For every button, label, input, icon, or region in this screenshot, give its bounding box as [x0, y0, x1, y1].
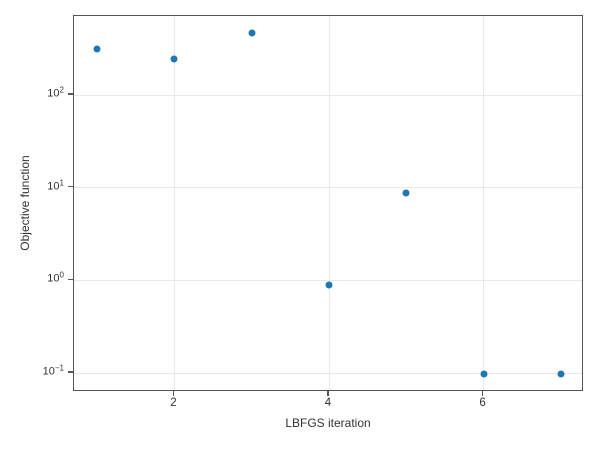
x-tick-mark	[172, 391, 175, 396]
data-point	[402, 189, 410, 197]
y-tick-label: 10−1	[42, 363, 64, 378]
data-point	[480, 370, 488, 378]
y-axis-label: Objective function	[18, 155, 32, 251]
y-tick-mark	[68, 185, 73, 188]
y-gridline	[74, 94, 582, 96]
y-gridline	[74, 372, 582, 374]
y-tick-mark	[68, 93, 73, 95]
x-tick-mark	[481, 391, 484, 396]
data-point	[248, 29, 256, 37]
x-tick-mark	[327, 391, 329, 396]
data-point	[325, 281, 333, 289]
y-gridline	[74, 187, 582, 189]
x-gridline	[328, 16, 330, 390]
y-tick-label: 100	[47, 270, 64, 285]
x-tick-label: 4	[324, 397, 332, 409]
y-tick-label: 102	[47, 85, 64, 100]
x-axis-label: LBFGS iteration	[285, 416, 371, 430]
x-tick-label: 6	[479, 397, 486, 409]
y-tick-label: 101	[47, 177, 64, 192]
y-tick-mark	[68, 278, 73, 281]
plot-area	[73, 15, 583, 391]
x-tick-label: 2	[170, 397, 177, 409]
data-point	[170, 55, 178, 63]
x-gridline	[483, 16, 485, 390]
x-gridline	[173, 16, 175, 390]
data-point	[557, 370, 565, 378]
y-tick-mark	[68, 371, 73, 373]
data-point	[93, 45, 101, 53]
y-gridline	[74, 279, 582, 281]
